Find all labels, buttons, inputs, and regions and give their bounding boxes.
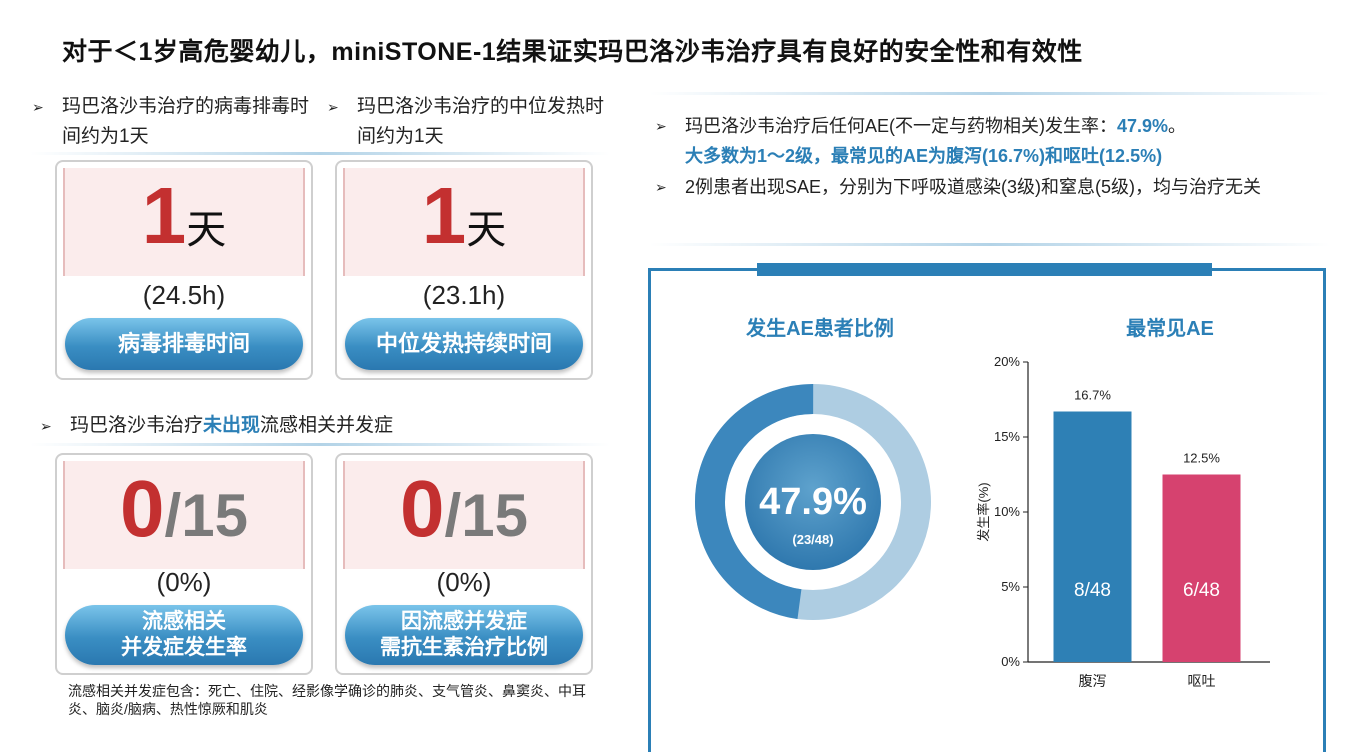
bar-1 <box>1053 411 1132 662</box>
divider-band <box>30 443 610 446</box>
percent-value: (0%) <box>436 567 492 597</box>
label-pill: 中位发热持续时间 <box>345 318 583 370</box>
chart-panel-topbar <box>757 263 1212 276</box>
donut-value-label: 47.9% <box>759 481 867 523</box>
divider-band <box>30 152 610 155</box>
bullet-fever: ➢ 玛巴洛沙韦治疗的中位发热时间约为1天 <box>327 92 612 152</box>
arrow-icon: ➢ <box>327 99 339 115</box>
donut-fraction-label: (23/48) <box>792 532 833 547</box>
bar-value-label: 12.5% <box>1183 451 1220 466</box>
y-tick-label: 5% <box>1001 579 1020 594</box>
arrow-icon: ➢ <box>655 179 667 195</box>
bar-inner-label: 8/48 <box>1074 580 1111 601</box>
y-tick-label: 20% <box>994 354 1020 369</box>
bullet-sae: ➢ 2例患者出现SAE，分别为下呼吸道感染(3级)和窒息(5级)，均与治疗无关 <box>655 172 1305 202</box>
card-highlight-area <box>343 461 585 569</box>
footnote: 流感相关并发症包含：死亡、住院、经影像学确诊的肺炎、支气管炎、鼻窦炎、中耳炎、脑… <box>68 683 586 717</box>
donut-center <box>745 434 881 570</box>
page-title: 对于＜1岁高危婴幼儿，miniSTONE-1结果证实玛巴洛沙韦治疗具有良好的安全… <box>62 38 1083 66</box>
card-complication-rate: 0/15 (0%) 流感相关 并发症发生率 <box>55 453 313 675</box>
donut-value-arc <box>695 384 931 620</box>
bar-value-label: 16.7% <box>1074 388 1111 403</box>
donut-chart: 47.9% (23/48) <box>695 384 931 620</box>
arrow-icon: ➢ <box>32 99 44 115</box>
percent-value: (0%) <box>156 567 212 597</box>
big-number: 1天 <box>141 171 227 260</box>
y-tick-label: 15% <box>994 429 1020 444</box>
arrow-icon: ➢ <box>655 118 667 134</box>
bar-inner-label: 6/48 <box>1183 580 1220 601</box>
card-highlight-area <box>63 168 305 276</box>
donut-title: 发生AE患者比例 <box>746 318 894 340</box>
bullet-shedding: ➢ 玛巴洛沙韦治疗的病毒排毒时间约为1天 <box>32 92 317 152</box>
label-pill: 流感相关 并发症发生率 <box>65 605 303 665</box>
x-tick-label: 呕吐 <box>1188 673 1216 689</box>
y-tick-label: 0% <box>1001 654 1020 669</box>
bar-chart: 0% 5% 10% 15% 20% 发生率(%) 16.7% 8/48 腹泻 12.5% 6/48 呕… <box>976 354 1270 689</box>
arrow-icon: ➢ <box>40 418 52 434</box>
x-tick-label: 腹泻 <box>1079 673 1107 689</box>
card-antibiotic-rate: 0/15 (0%) 因流感并发症 需抗生素治疗比例 <box>335 453 593 675</box>
big-number: 0/15 <box>120 464 248 553</box>
bar-2 <box>1162 474 1241 662</box>
label-pill: 因流感并发症 需抗生素治疗比例 <box>345 605 583 665</box>
y-tick-label: 10% <box>994 504 1020 519</box>
hours-value: (23.1h) <box>422 280 506 310</box>
hours-value: (24.5h) <box>142 280 226 310</box>
card-highlight-area <box>63 461 305 569</box>
card-highlight-area <box>343 168 585 276</box>
bar-chart-title: 最常见AE <box>1126 318 1214 340</box>
divider-band <box>650 92 1330 95</box>
y-axis-label: 发生率(%) <box>976 482 991 541</box>
divider-band <box>650 243 1330 246</box>
bullet-no-complications: ➢ 玛巴洛沙韦治疗未出现流感相关并发症 <box>40 411 600 441</box>
card-shedding-time: 1天 (24.5h) 病毒排毒时间 <box>55 160 313 380</box>
bullet-ae-rate: ➢ 玛巴洛沙韦治疗后任何AE(不一定与药物相关)发生率：47.9%。 大多数为1～… <box>655 111 1315 171</box>
card-fever-duration: 1天 (23.1h) 中位发热持续时间 <box>335 160 593 380</box>
big-number: 0/15 <box>400 464 528 553</box>
big-number: 1天 <box>421 171 507 260</box>
label-pill: 病毒排毒时间 <box>65 318 303 370</box>
